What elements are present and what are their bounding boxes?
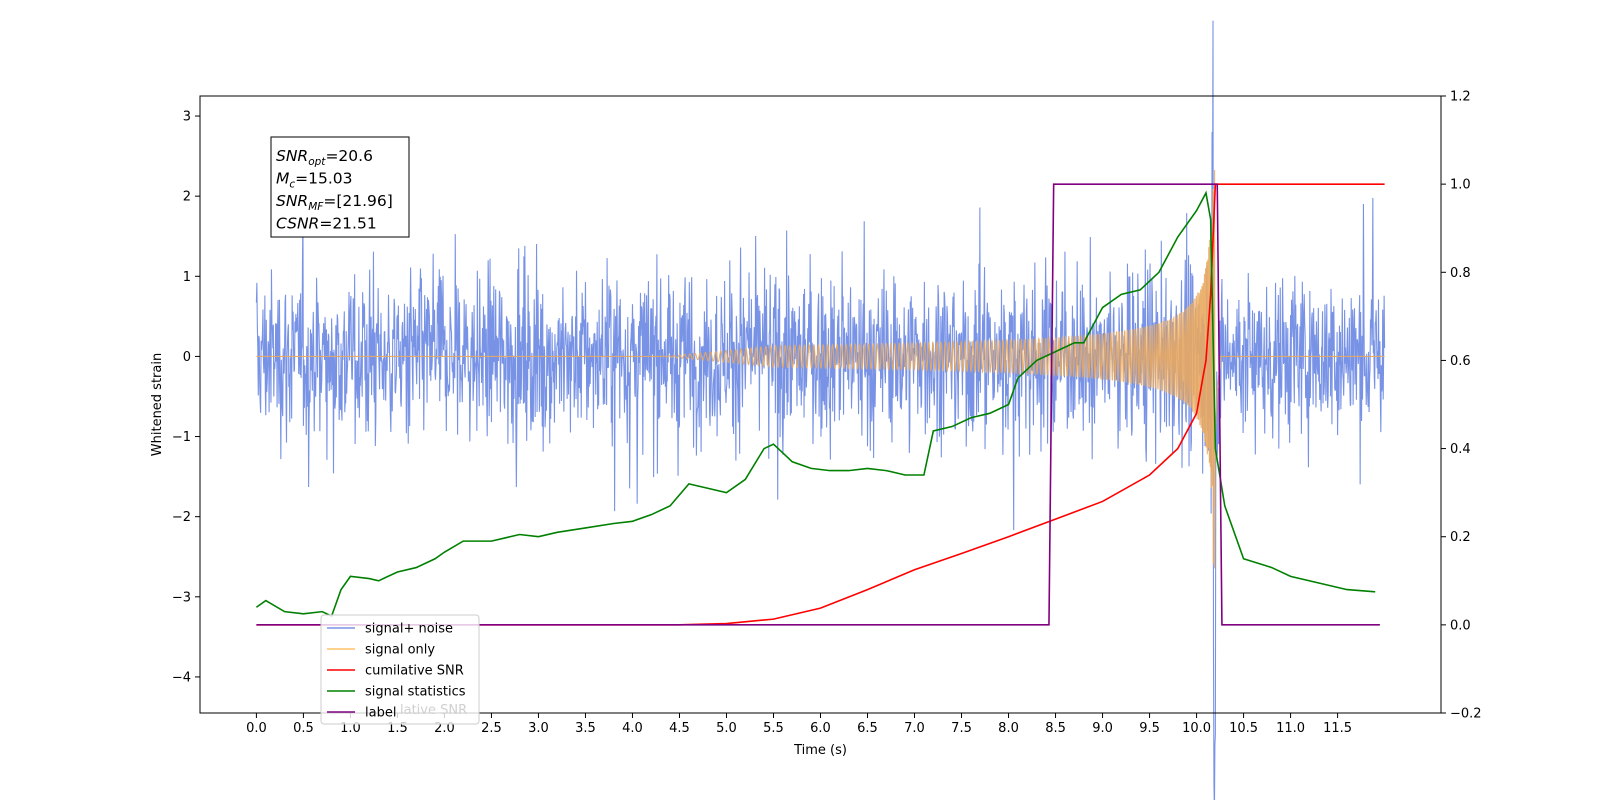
x-tick-label: 9.5 [1139, 721, 1160, 736]
x-tick-label: 9.0 [1092, 721, 1113, 736]
x-tick-label: 2.5 [481, 721, 502, 736]
annotation-line: SNRMF=[21.96] [276, 192, 393, 213]
y2-tick-label: 0.8 [1450, 266, 1471, 281]
annotation-value: =15.03 [295, 170, 352, 188]
legend-label: cumilative SNR [365, 664, 464, 679]
y2-tick-label: 1.2 [1450, 90, 1471, 105]
y2-tick-label: 0.0 [1450, 618, 1471, 633]
annotation-value: =21.51 [319, 215, 376, 233]
y-tick-label: 2 [183, 190, 191, 205]
annotation-symbol: SNR [276, 147, 308, 165]
annotation-line: Mc=15.03 [276, 170, 353, 191]
annotation-subscript: opt [308, 156, 326, 168]
signal-statistics-line [255, 190, 1376, 618]
signal-only-line [256, 170, 1385, 569]
x-tick-label: 3.0 [528, 721, 549, 736]
y-tick-label: −2 [172, 510, 191, 525]
x-tick-label: 8.5 [1045, 721, 1066, 736]
x-tick-label: 2.0 [434, 721, 455, 736]
annotation-line: CSNR=21.51 [276, 215, 377, 233]
x-tick-label: 1.5 [387, 721, 408, 736]
x-tick-label: 3.5 [575, 721, 596, 736]
x-tick-label: 6.5 [857, 721, 878, 736]
y-tick-label: 3 [183, 110, 191, 125]
y-tick-label: −4 [172, 670, 191, 685]
x-tick-label: 11.5 [1323, 721, 1352, 736]
x-tick-label: 4.0 [622, 721, 643, 736]
right-axis-series [255, 183, 1385, 626]
y2-tick-label: 0.4 [1450, 442, 1471, 457]
x-tick-label: 0.5 [293, 721, 314, 736]
y2-tick-label: 0.6 [1450, 354, 1471, 369]
legend-overlapped-text: lative SNR [400, 703, 467, 718]
x-tick-label: 1.0 [340, 721, 361, 736]
y2-tick-label: 1.0 [1450, 178, 1471, 193]
annotation-symbol: M [276, 170, 289, 188]
legend-label: label [365, 706, 396, 721]
x-axis-title: Time (s) [793, 743, 847, 758]
x-tick-label: 10.0 [1182, 721, 1211, 736]
annotation-symbol: CSNR [276, 215, 319, 233]
annotation-frame [270, 136, 410, 238]
y-tick-label: −3 [172, 590, 191, 605]
label-line [256, 183, 1380, 626]
y-tick-label: 1 [183, 270, 191, 285]
y-tick-label: 0 [183, 350, 191, 365]
annotation-value: =[21.96] [323, 192, 392, 210]
x-tick-label: 7.5 [951, 721, 972, 736]
x-tick-label: 5.5 [763, 721, 784, 736]
legend-frame [320, 614, 480, 725]
cumilative-SNR-line [256, 183, 1385, 626]
legend-label: signal statistics [365, 685, 466, 700]
x-tick-label: 11.0 [1276, 721, 1305, 736]
legend-label: signal+ noise [365, 622, 453, 637]
annotation-line: SNRopt=20.6 [276, 147, 373, 168]
x-axis: 0.0 0.5 1.0 1.5 2.0 2.5 3.0 3.5 4.0 4.5 5.0 5.5 6.0 6… [246, 713, 1352, 736]
x-tick-label: 0.0 [246, 721, 267, 736]
y-axis-title: Whitened strain [150, 353, 165, 456]
annotation-box: SNRopt=20.6Mc=15.03SNRMF=[21.96]CSNR=21.… [270, 136, 410, 238]
x-tick-label: 8.0 [998, 721, 1019, 736]
x-tick-label: 6.0 [810, 721, 831, 736]
legend-label: signal only [365, 643, 435, 658]
x-tick-label: 10.5 [1229, 721, 1258, 736]
y-axis-right: 1.2 1.0 0.8 0.6 0.4 0.2 0.0 −0.2 [1441, 90, 1482, 722]
y2-tick-label: 0.2 [1450, 530, 1471, 545]
legend: lative SNR signal+ noise signal only cumila… [320, 614, 480, 725]
x-tick-label: 4.5 [669, 721, 690, 736]
annotation-value: =20.6 [325, 147, 373, 165]
annotation-subscript: c [289, 179, 295, 191]
signal-only-series [256, 170, 1385, 569]
x-tick-label: 7.0 [904, 721, 925, 736]
x-tick-label: 5.0 [716, 721, 737, 736]
y-axis-left: 3 2 1 0 −1 −2 −3 −4 [172, 110, 200, 685]
y2-tick-label: −0.2 [1450, 707, 1482, 722]
annotation-subscript: MF [308, 201, 324, 213]
annotation-symbol: SNR [276, 192, 308, 210]
y-tick-label: −1 [172, 430, 191, 445]
